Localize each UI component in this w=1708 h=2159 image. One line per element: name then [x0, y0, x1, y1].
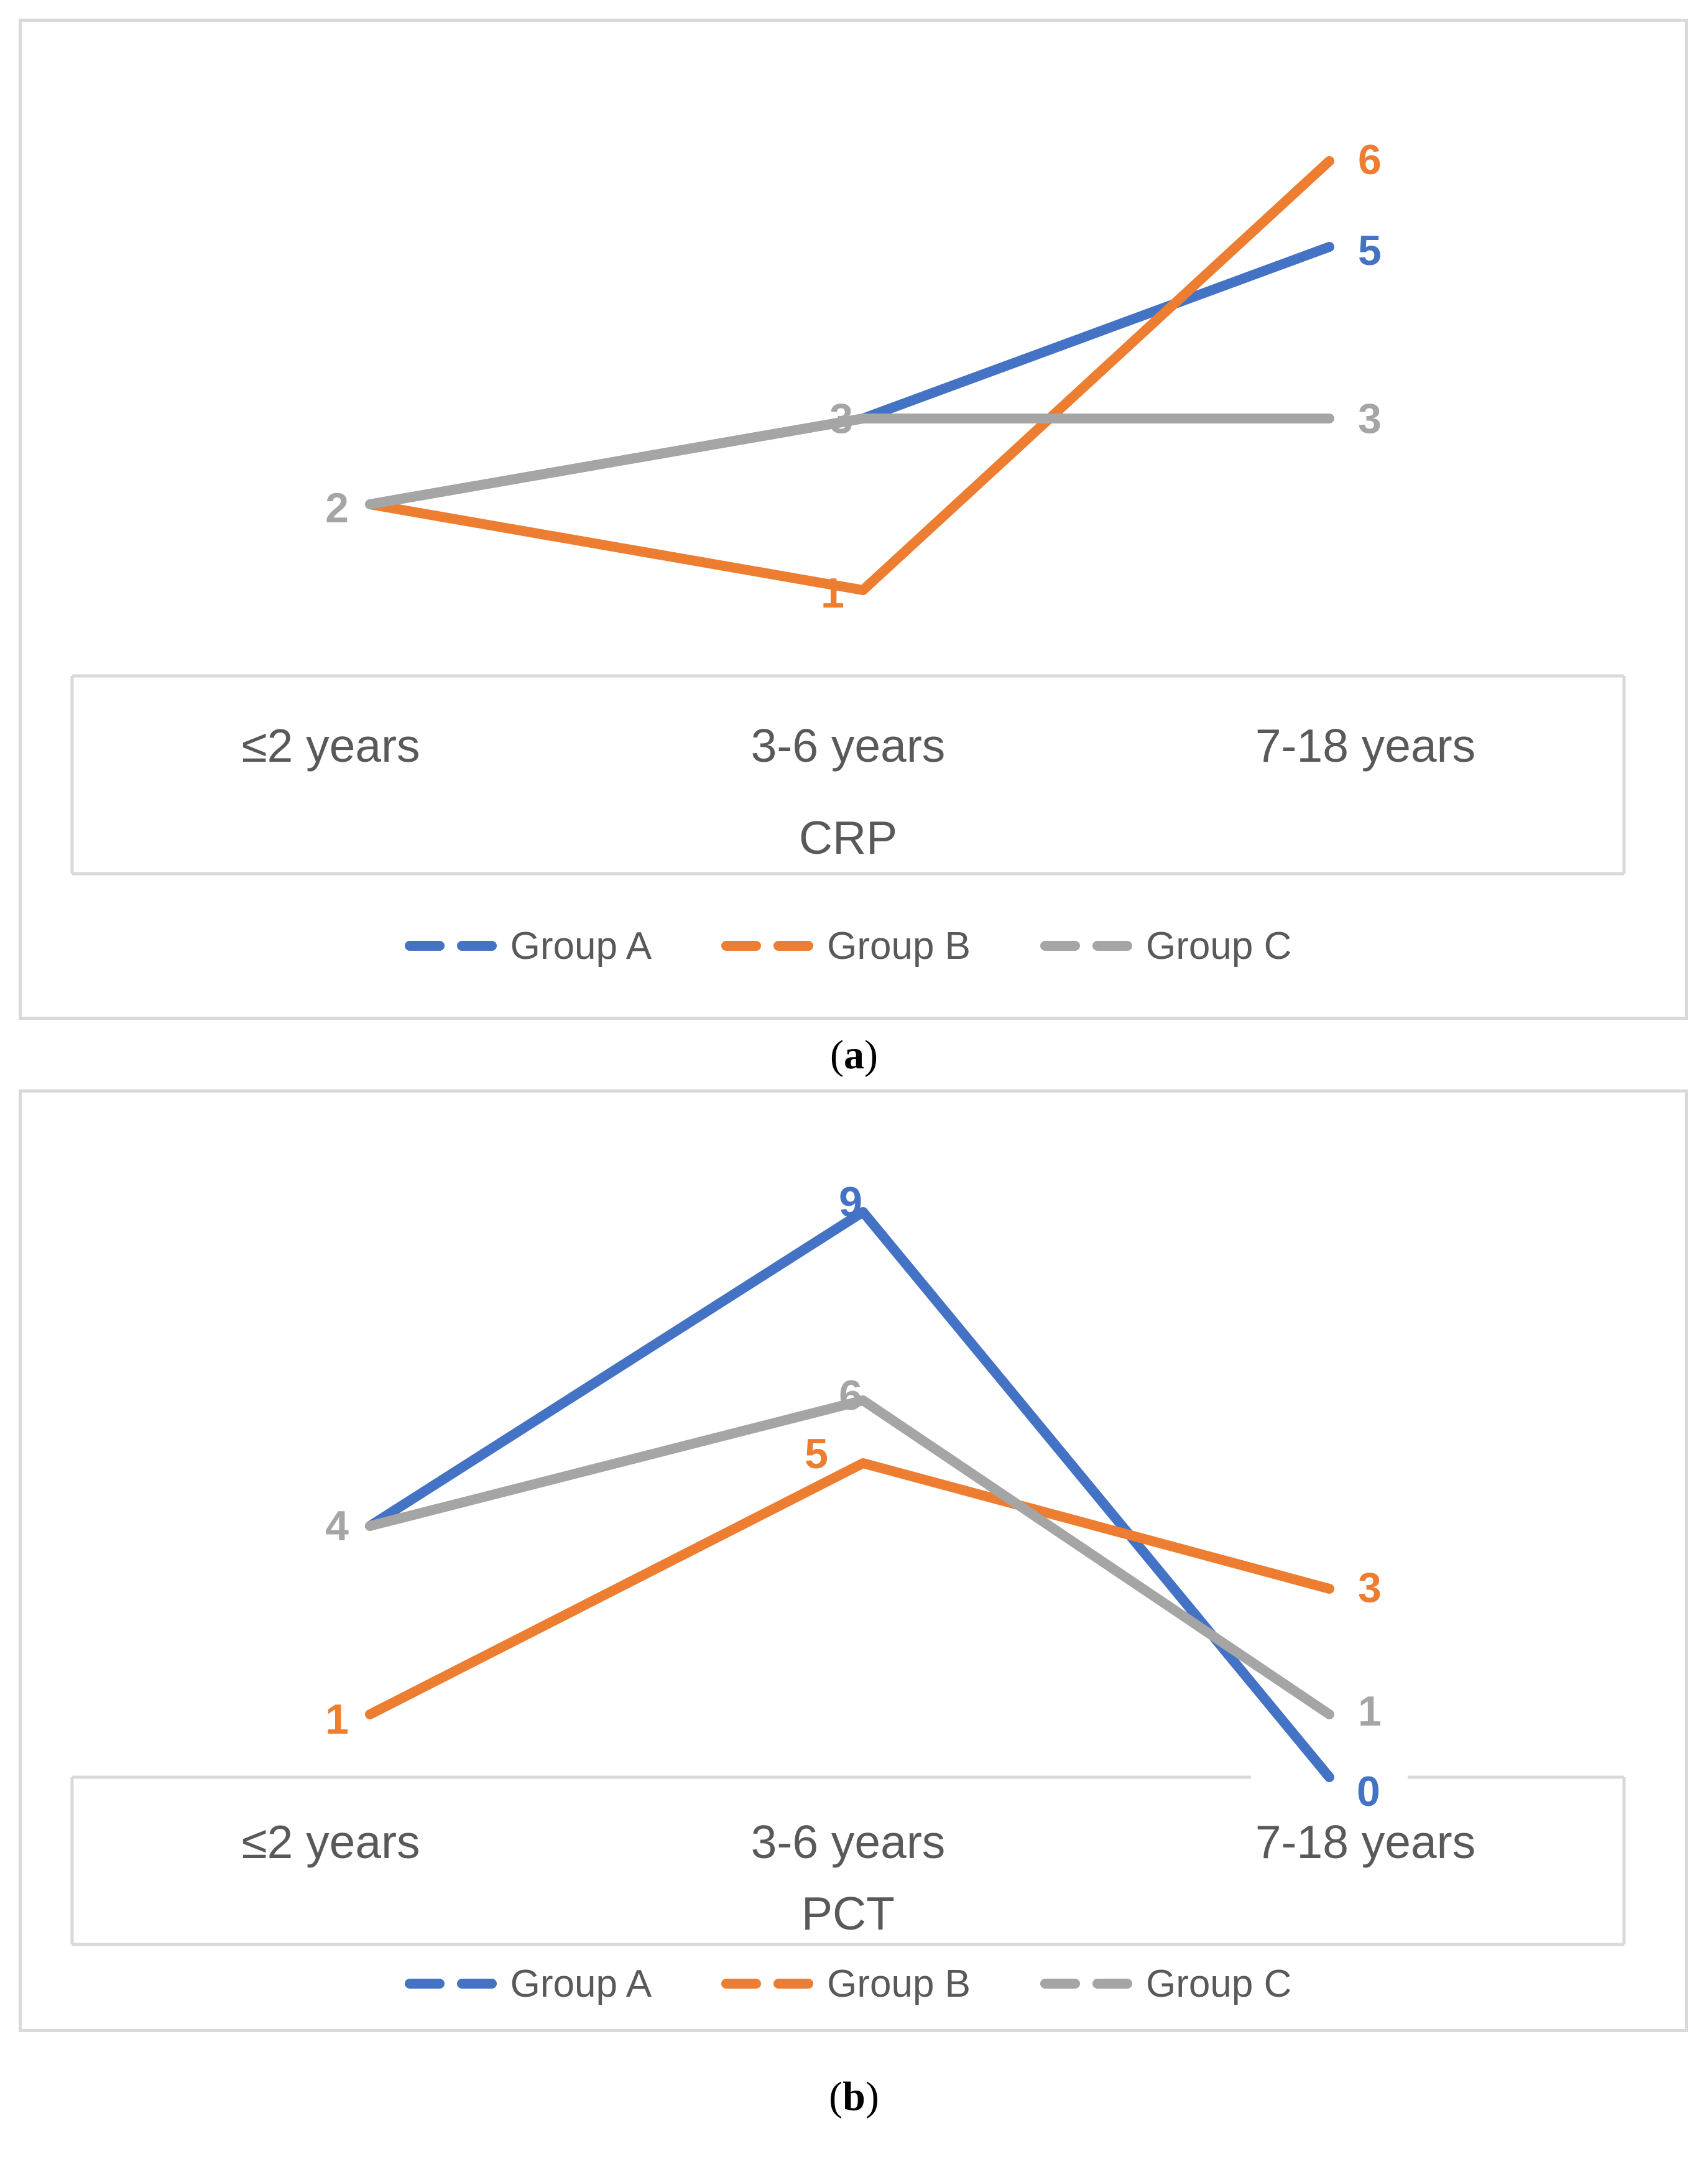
legend-item-group-a: Group A [404, 1962, 652, 2006]
legend-item-group-a: Group A [404, 924, 652, 968]
data-label: 3 [829, 395, 853, 442]
legend-label: Group C [1146, 924, 1292, 968]
series-line-group-a [365, 242, 1334, 509]
data-label: 1 [325, 1696, 349, 1743]
series-line-group-b [365, 156, 1334, 595]
legend-label: Group B [827, 924, 971, 968]
series-line-group-c [365, 1395, 1334, 1719]
data-label: 1 [821, 570, 844, 617]
series-line-group-c [365, 414, 1334, 509]
data-label: 9 [839, 1178, 862, 1226]
data-label: 3 [1358, 1564, 1382, 1611]
category-label: ≤2 years [241, 1816, 420, 1868]
legend-dash-icon [456, 941, 497, 951]
data-label: 2 [325, 484, 349, 532]
legend-dash-icon [1092, 941, 1133, 951]
legend-dash-icon [1040, 1979, 1081, 1989]
caption-a-paren-close: ) [864, 1032, 878, 1078]
panel-a-crp-chart-frame [19, 19, 1688, 1020]
legend-item-group-b: Group B [721, 924, 971, 968]
category-label: 3-6 years [751, 1816, 946, 1868]
caption-b-paren-close: ) [865, 2074, 879, 2119]
caption-b: (b) [0, 2076, 1708, 2117]
legend-label: Group C [1146, 1962, 1292, 2005]
axis-title: PCT [801, 1887, 895, 1939]
category-label: ≤2 years [241, 719, 420, 772]
legend-dash-icon [721, 941, 762, 951]
series-line-group-b [365, 1458, 1334, 1719]
data-label: 5 [1358, 227, 1382, 274]
data-label: 0 [1357, 1768, 1380, 1815]
caption-a-letter: a [844, 1032, 864, 1078]
legend-item-group-b: Group B [721, 1962, 971, 2006]
legend-item-group-c: Group C [1040, 924, 1291, 968]
data-label: 6 [839, 1372, 862, 1419]
legend-item-group-c: Group C [1040, 1962, 1291, 2006]
data-label: 6 [1358, 136, 1382, 183]
legend-dash-icon [721, 1979, 762, 1989]
category-label: 7-18 years [1255, 1816, 1475, 1868]
caption-b-letter: b [842, 2074, 866, 2119]
legend-label: Group A [510, 1962, 652, 2005]
legend-dash-icon [404, 1979, 445, 1989]
legend-pct: Group A Group B Group C [72, 1962, 1624, 2005]
legend-dash-icon [773, 941, 814, 951]
pct-chart: 4 1 9 65 3 1 0 ≤2 years 3-6 years 7-18 years PCT [70, 1178, 1626, 1946]
data-label: 4 [325, 1502, 349, 1550]
legend-dash-icon [1092, 1979, 1133, 1989]
caption-a: (a) [0, 1035, 1708, 1076]
legend-label: Group A [510, 924, 652, 968]
legend-dash-icon [773, 1979, 814, 1989]
category-label: 7-18 years [1255, 719, 1475, 772]
crp-chart: 2 3 1 6 5 3 ≤2 years 3-6 years 7-18 years CRP [70, 136, 1626, 876]
caption-b-paren-open: ( [829, 2074, 843, 2119]
legend-dash-icon [1040, 941, 1081, 951]
axis-title: CRP [799, 811, 897, 864]
legend-crp: Group A Group B Group C [72, 924, 1624, 968]
data-label: 5 [805, 1430, 828, 1477]
caption-a-paren-open: ( [830, 1032, 844, 1078]
legend-dash-icon [456, 1979, 497, 1989]
legend-label: Group B [827, 1962, 971, 2005]
data-label: 1 [1358, 1688, 1382, 1735]
series-line-group-a [365, 1207, 1334, 1782]
panel-b-pct-chart-frame [19, 1089, 1688, 2032]
category-label: 3-6 years [751, 719, 946, 772]
data-label: 3 [1358, 395, 1382, 442]
legend-dash-icon [404, 941, 445, 951]
